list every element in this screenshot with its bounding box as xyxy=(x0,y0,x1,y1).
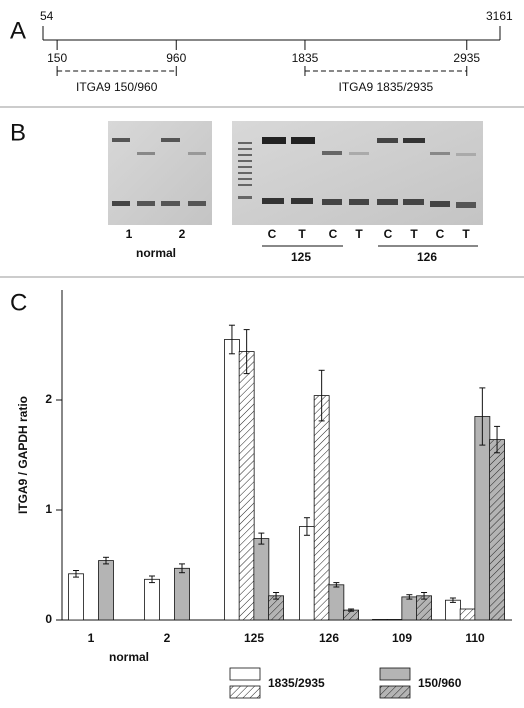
bar xyxy=(372,619,388,621)
lane-label: T xyxy=(462,227,470,241)
lane-label: 2 xyxy=(179,227,186,241)
bar xyxy=(328,584,345,621)
position-label: 960 xyxy=(166,51,186,65)
fragment-label: ITGA9 150/960 xyxy=(76,80,158,94)
group-label: normal xyxy=(109,650,149,664)
bar xyxy=(401,596,418,621)
bar xyxy=(313,395,330,621)
fragment-label: ITGA9 1835/2935 xyxy=(338,80,433,94)
position-label: 150 xyxy=(47,51,67,65)
bar xyxy=(238,351,255,621)
y-tick-label: 1 xyxy=(45,502,52,516)
position-label: 2935 xyxy=(453,51,480,65)
lane-label: 1 xyxy=(126,227,133,241)
position-label: 54 xyxy=(40,9,54,23)
bar xyxy=(474,416,491,621)
lane-label: C xyxy=(384,227,393,241)
x-tick-label: 2 xyxy=(164,631,171,645)
group-label: 126 xyxy=(417,250,437,264)
lane-label: C xyxy=(329,227,338,241)
bar xyxy=(174,567,190,621)
bar xyxy=(224,339,240,621)
bar xyxy=(98,560,114,621)
bar xyxy=(253,538,270,621)
bar xyxy=(459,608,476,621)
x-tick-label: 110 xyxy=(465,631,485,645)
y-tick-label: 2 xyxy=(45,392,52,406)
legend-label: 150/960 xyxy=(418,676,462,690)
gel-normal xyxy=(108,121,212,225)
legend-swatch xyxy=(379,685,411,699)
position-label: 1835 xyxy=(292,51,319,65)
x-tick-label: 1 xyxy=(88,631,95,645)
lane-label: T xyxy=(298,227,306,241)
bar xyxy=(489,439,505,621)
bar xyxy=(68,573,84,621)
group-label: normal xyxy=(136,246,176,260)
bar xyxy=(386,619,403,621)
lane-label: T xyxy=(355,227,363,241)
x-tick-label: 126 xyxy=(319,631,339,645)
panel-label: B xyxy=(10,119,26,146)
gel-tumor xyxy=(232,121,483,225)
position-label: 3161 xyxy=(486,9,513,23)
legend-swatch xyxy=(229,685,261,699)
bar xyxy=(299,526,315,621)
lane-label: C xyxy=(436,227,445,241)
panel-label: C xyxy=(10,289,27,316)
group-label: 125 xyxy=(291,250,311,264)
lane-label: T xyxy=(410,227,418,241)
y-tick-label: 0 xyxy=(45,612,52,626)
x-tick-label: 109 xyxy=(392,631,412,645)
bar xyxy=(144,578,160,621)
legend-swatch xyxy=(379,667,411,681)
legend-swatch xyxy=(229,667,261,681)
panel-label: A xyxy=(10,17,26,44)
y-axis-label: ITGA9 / GAPDH ratio xyxy=(16,396,30,514)
bar xyxy=(445,599,461,621)
legend-label: 1835/2935 xyxy=(268,676,325,690)
x-tick-label: 125 xyxy=(244,631,264,645)
lane-label: C xyxy=(268,227,277,241)
